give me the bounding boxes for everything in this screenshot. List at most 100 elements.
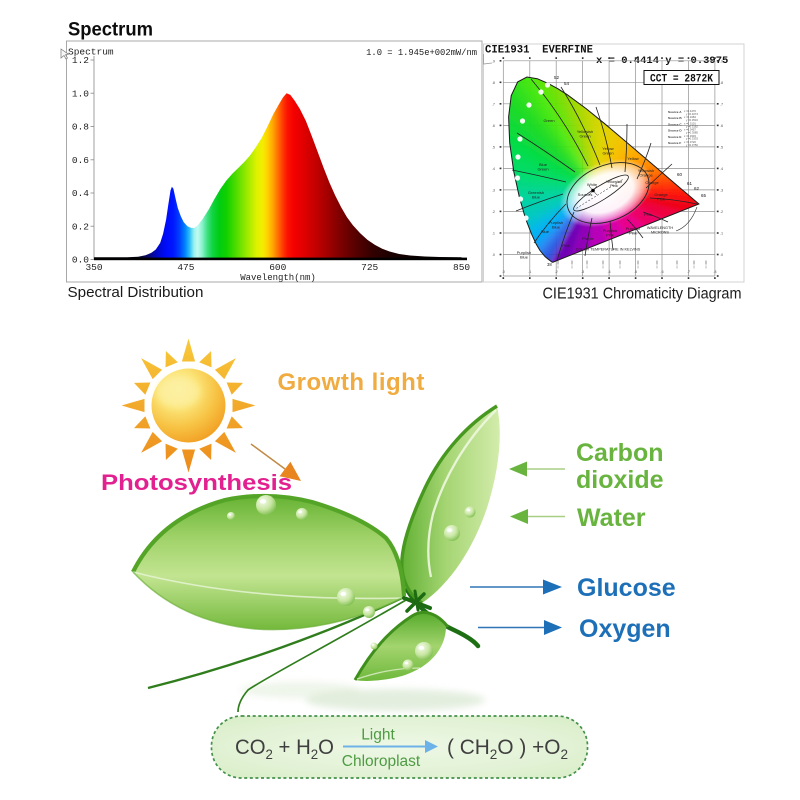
svg-text:475: 475 — [177, 262, 194, 273]
svg-text:.3: .3 — [581, 270, 584, 274]
svg-text:.8: .8 — [492, 81, 495, 85]
svg-text:Blue: Blue — [539, 162, 548, 167]
svg-text:Purplish: Purplish — [549, 220, 563, 225]
svg-text:Purplish: Purplish — [626, 226, 640, 231]
svg-text:.1: .1 — [492, 232, 495, 236]
svg-text:850: 850 — [453, 262, 470, 273]
svg-text:Chloroplast: Chloroplast — [342, 753, 421, 770]
svg-text:.1: .1 — [528, 270, 531, 274]
svg-text:.5: .5 — [492, 145, 495, 149]
svg-text:Source A: Source A — [668, 110, 682, 114]
svg-text:MICRONS: MICRONS — [651, 231, 669, 235]
svg-text:Blue: Blue — [552, 225, 561, 230]
svg-text:.2: .2 — [720, 210, 723, 214]
svg-text:Orange: Orange — [654, 192, 668, 197]
svg-text:725: 725 — [361, 262, 378, 273]
svg-text:Spectrum: Spectrum — [68, 47, 114, 58]
svg-text:Sources: Sources — [578, 192, 593, 197]
svg-text:Green: Green — [602, 151, 613, 156]
svg-text:.9: .9 — [492, 59, 495, 63]
svg-text:Glucose: Glucose — [577, 574, 676, 602]
svg-text:Blue: Blue — [541, 229, 550, 234]
svg-text:0.4: 0.4 — [72, 188, 89, 199]
svg-text:Purplish: Purplish — [603, 228, 617, 233]
svg-text:x =0.3720: x =0.3720 — [684, 140, 696, 144]
svg-text:Light: Light — [361, 727, 395, 744]
svg-text:CIE1931 EVERFINE: CIE1931 EVERFINE — [485, 45, 593, 57]
svg-text:Purplish: Purplish — [517, 250, 531, 255]
svg-text:62: 62 — [694, 186, 700, 191]
svg-text:Pink: Pink — [610, 183, 618, 188]
svg-text:65: 65 — [701, 193, 707, 198]
svg-text:1.0: 1.0 — [72, 89, 89, 100]
svg-text:Source C: Source C — [668, 122, 682, 126]
svg-text:Pink: Pink — [629, 231, 637, 236]
svg-text:Pink: Pink — [644, 212, 652, 217]
svg-text:Wavelength(nm): Wavelength(nm) — [240, 273, 316, 283]
svg-text:.9: .9 — [720, 59, 723, 63]
svg-text:Source B: Source B — [668, 116, 682, 120]
svg-text:y =0.3750: y =0.3750 — [686, 143, 698, 147]
svg-text:y =0.3162: y =0.3162 — [686, 124, 698, 128]
svg-text:600: 600 — [269, 262, 286, 273]
svg-text:61: 61 — [687, 181, 693, 186]
svg-text:Blue: Blue — [532, 195, 541, 200]
svg-text:52: 52 — [554, 75, 560, 80]
svg-text:y =0.3585: y =0.3585 — [686, 131, 698, 135]
svg-text:.6: .6 — [660, 270, 663, 274]
svg-text:x =0.4476: x =0.4476 — [684, 109, 696, 113]
svg-text:Source E: Source E — [668, 135, 681, 139]
svg-text:CCT = 2872K: CCT = 2872K — [650, 74, 713, 86]
svg-text:1.0 = 1.945e+002mW/nm: 1.0 = 1.945e+002mW/nm — [366, 48, 477, 58]
svg-text:dioxide: dioxide — [576, 466, 664, 494]
svg-text:Green: Green — [579, 134, 590, 139]
svg-text:y =0.3516: y =0.3516 — [686, 118, 698, 122]
svg-text:Spectrum: Spectrum — [68, 19, 153, 41]
svg-text:x =0.3457: x =0.3457 — [684, 128, 696, 132]
svg-text:.1: .1 — [720, 232, 723, 236]
svg-text:0.0: 0.0 — [72, 255, 89, 266]
svg-text:WAVELENGTH: WAVELENGTH — [647, 226, 673, 230]
svg-text:38: 38 — [547, 262, 552, 267]
svg-text:Yellowish: Yellowish — [638, 168, 655, 173]
svg-text:CIE1931 Chromaticity Diagram: CIE1931 Chromaticity Diagram — [543, 286, 742, 303]
svg-text:x =0.3101: x =0.3101 — [684, 121, 696, 125]
svg-text:.3: .3 — [492, 188, 495, 192]
svg-text:.7: .7 — [687, 270, 690, 274]
svg-text:.4: .4 — [608, 270, 611, 274]
svg-text:.5: .5 — [634, 270, 637, 274]
svg-text:Orange: Orange — [645, 180, 659, 185]
svg-text:.6: .6 — [720, 124, 723, 128]
svg-text:.2: .2 — [492, 210, 495, 214]
svg-text:Yellow: Yellow — [602, 146, 614, 151]
svg-text:.6: .6 — [492, 124, 495, 128]
svg-text:y =0.4074: y =0.4074 — [686, 112, 698, 116]
svg-text:Orange: Orange — [639, 173, 653, 178]
svg-text:.4: .4 — [720, 167, 723, 171]
svg-text:Carbon: Carbon — [576, 439, 664, 467]
svg-text:60: 60 — [677, 172, 683, 177]
svg-text:( CH2O ) +O2: ( CH2O ) +O2 — [447, 735, 568, 762]
svg-text:.5: .5 — [720, 145, 723, 149]
svg-text:Source D: Source D — [668, 129, 682, 133]
svg-text:Photosynthesis: Photosynthesis — [101, 470, 292, 495]
svg-text:Pink: Pink — [562, 243, 570, 248]
svg-text:.0: .0 — [720, 253, 723, 257]
svg-text:Source F: Source F — [668, 141, 681, 145]
svg-text:54: 54 — [564, 81, 570, 86]
svg-text:Yellow: Yellow — [627, 156, 639, 161]
svg-text:Pink: Pink — [657, 197, 665, 202]
svg-text:0.2: 0.2 — [72, 221, 89, 232]
svg-text:.8: .8 — [713, 270, 716, 274]
svg-text:.7: .7 — [720, 102, 723, 106]
svg-text:x =0.3333: x =0.3333 — [684, 134, 696, 138]
svg-text:Spectral Distribution: Spectral Distribution — [68, 284, 204, 301]
svg-text:COLOR TEMPERATURE IN KELVINS: COLOR TEMPERATURE IN KELVINS — [576, 248, 641, 252]
svg-text:.7: .7 — [492, 102, 495, 106]
svg-text:White: White — [587, 182, 598, 187]
svg-text:Green: Green — [543, 118, 554, 123]
svg-text:Pink: Pink — [606, 233, 614, 238]
svg-text:Blue: Blue — [520, 255, 529, 260]
svg-text:Yellowish: Yellowish — [606, 179, 623, 184]
svg-text:0.8: 0.8 — [72, 122, 89, 133]
